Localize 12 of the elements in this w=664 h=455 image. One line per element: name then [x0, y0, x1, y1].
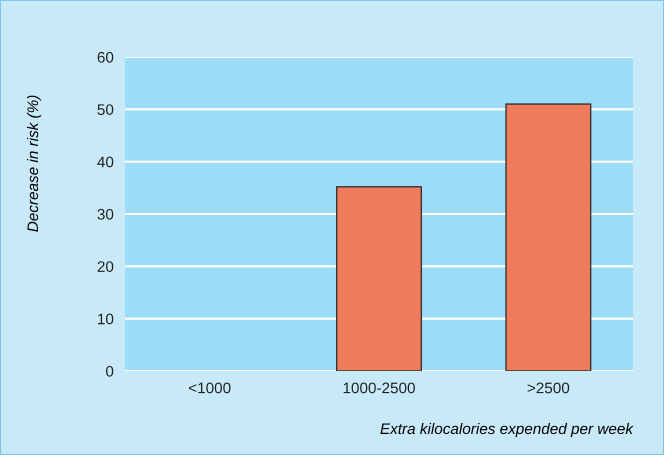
x-tick-label: <1000: [188, 382, 231, 394]
x-tick-label: >2500: [528, 382, 570, 394]
y-tick-label: 20: [98, 261, 114, 272]
x-axis-title: Extra kilocalories expended per week: [380, 422, 634, 438]
y-tick-label: 60: [98, 52, 114, 63]
y-axis-title: Decrease in risk (%): [26, 96, 42, 232]
y-tick-label: 50: [98, 104, 114, 116]
x-tick-label: 1000-2500: [344, 382, 415, 394]
y-tick-label: 10: [98, 314, 114, 324]
y-tick-label: 0: [106, 366, 114, 377]
y-tick-label: 30: [97, 208, 114, 220]
y-tick-label: 40: [97, 156, 114, 168]
